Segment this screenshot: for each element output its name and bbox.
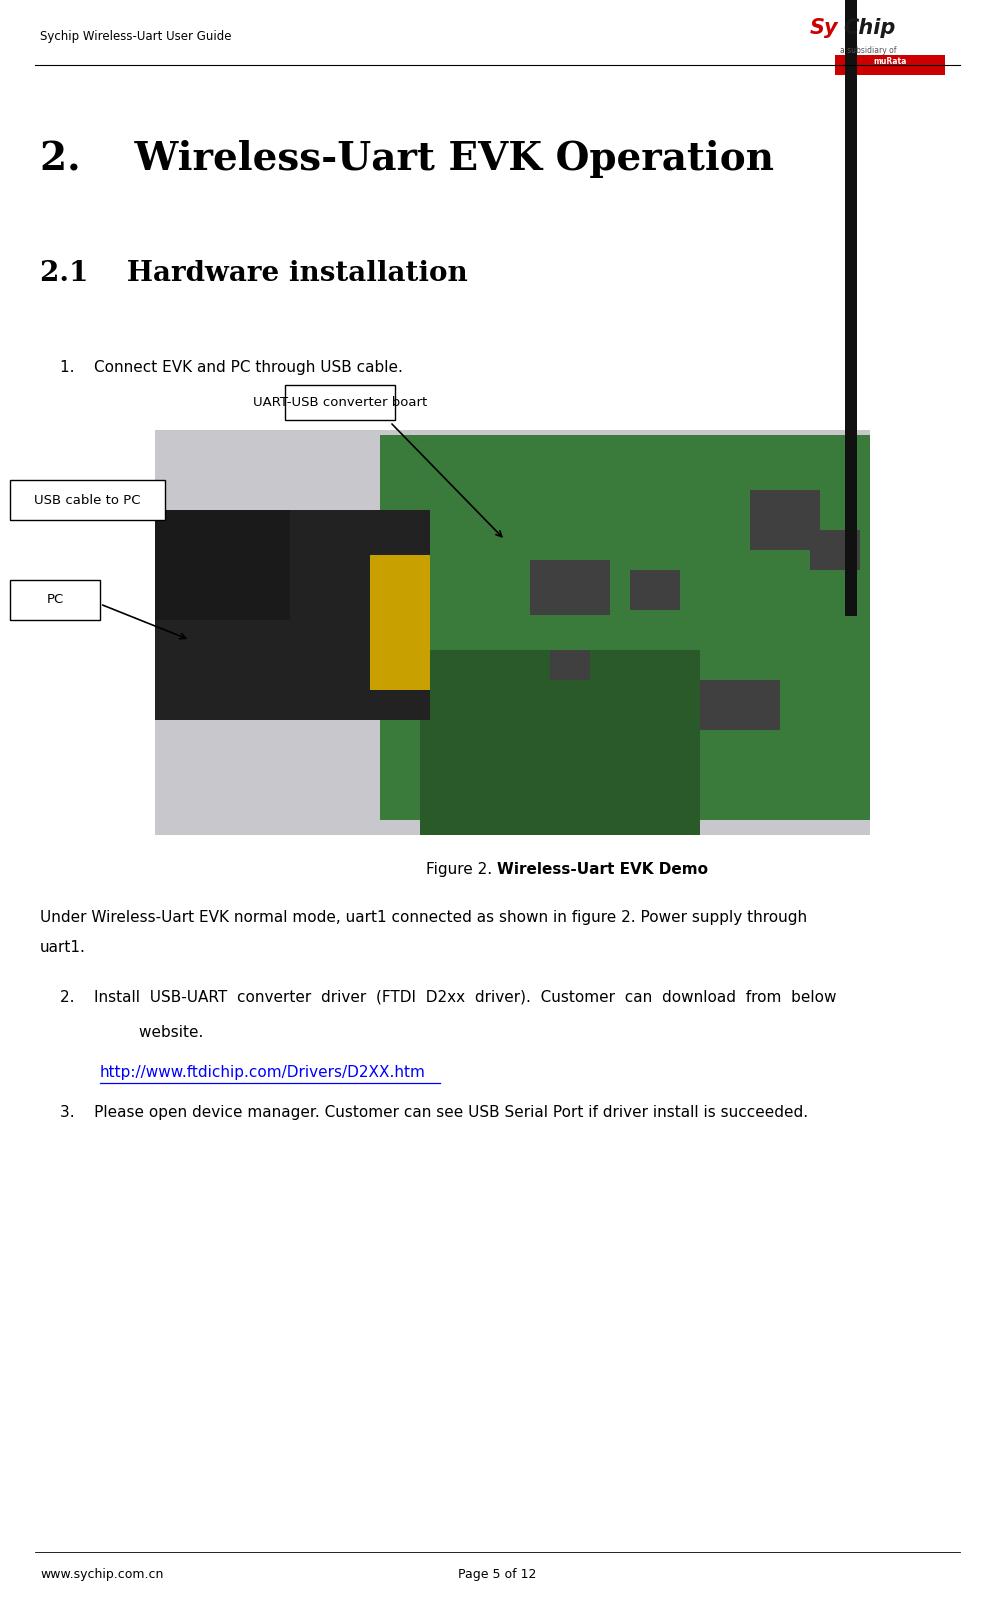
Bar — [10, 480, 165, 520]
Text: muRata: muRata — [874, 58, 907, 67]
Bar — [155, 510, 290, 620]
Bar — [700, 680, 780, 731]
Bar — [630, 569, 680, 609]
Bar — [845, 34, 857, 561]
Text: Chip: Chip — [843, 18, 896, 38]
Bar — [550, 651, 590, 680]
Text: website.: website. — [100, 1025, 204, 1039]
Text: Page 5 of 12: Page 5 of 12 — [458, 1569, 536, 1581]
Bar — [380, 435, 870, 820]
Text: PC: PC — [47, 593, 64, 606]
Bar — [810, 529, 860, 569]
Text: a subsidiary of: a subsidiary of — [840, 46, 897, 54]
Bar — [10, 580, 100, 620]
Text: UART-USB converter boart: UART-USB converter boart — [252, 397, 427, 409]
Text: Figure 2.: Figure 2. — [426, 862, 497, 876]
Bar — [845, 0, 857, 526]
Bar — [155, 430, 870, 835]
Text: http://www.ftdichip.com/Drivers/D2XX.htm: http://www.ftdichip.com/Drivers/D2XX.htm — [100, 1065, 425, 1079]
Text: 1.    Connect EVK and PC through USB cable.: 1. Connect EVK and PC through USB cable. — [60, 360, 403, 376]
Bar — [835, 54, 945, 75]
Text: USB cable to PC: USB cable to PC — [34, 494, 141, 507]
Bar — [370, 555, 430, 691]
Bar — [845, 51, 857, 580]
Bar — [845, 0, 857, 489]
Bar — [845, 14, 857, 544]
Text: www.sychip.com.cn: www.sychip.com.cn — [40, 1569, 163, 1581]
Text: Sy: Sy — [810, 18, 839, 38]
Bar — [845, 86, 857, 616]
Bar — [420, 651, 700, 835]
Text: 2.1    Hardware installation: 2.1 Hardware installation — [40, 261, 468, 286]
Bar — [285, 385, 395, 421]
Bar — [530, 560, 610, 616]
Text: Under Wireless-Uart EVK normal mode, uart1 connected as shown in figure 2. Power: Under Wireless-Uart EVK normal mode, uar… — [40, 910, 807, 924]
Text: 2.    Install  USB-UART  converter  driver  (FTDI  D2xx  driver).  Customer  can: 2. Install USB-UART converter driver (FT… — [60, 990, 837, 1006]
Bar — [845, 69, 857, 598]
Text: 2.    Wireless-Uart EVK Operation: 2. Wireless-Uart EVK Operation — [40, 141, 774, 177]
Text: uart1.: uart1. — [40, 940, 85, 955]
Text: Sychip Wireless-Uart User Guide: Sychip Wireless-Uart User Guide — [40, 30, 232, 43]
Bar — [750, 489, 820, 550]
Bar — [155, 510, 430, 720]
Text: Wireless-Uart EVK Demo: Wireless-Uart EVK Demo — [497, 862, 708, 876]
Bar — [845, 0, 857, 508]
Text: 3.    Please open device manager. Customer can see USB Serial Port if driver ins: 3. Please open device manager. Customer … — [60, 1105, 808, 1119]
